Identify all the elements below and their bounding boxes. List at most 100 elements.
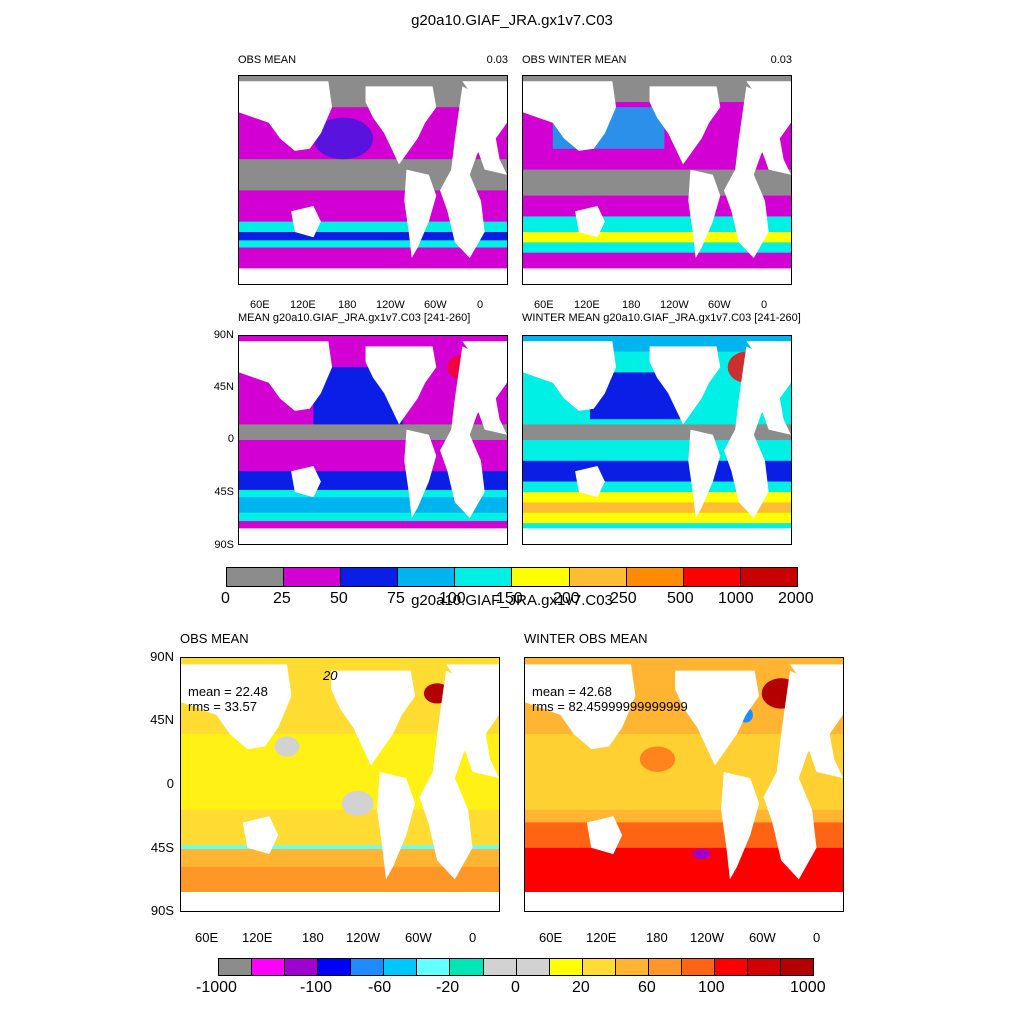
cb1-label: 1000	[718, 590, 754, 607]
colorbar-swatch	[318, 959, 352, 975]
colorbar-swatch	[285, 959, 319, 975]
lon-label: 120W	[690, 930, 724, 945]
cb1-label: 2000	[778, 590, 814, 607]
colorbar1-labels: 0 25 50 75 100 150 200 250 500 1000 2000	[221, 590, 814, 610]
lon-label: 60E	[250, 299, 270, 311]
lon-label: 120E	[586, 930, 617, 945]
panelA-contour-label: 20	[323, 668, 338, 683]
cb2-label: 60	[638, 979, 656, 996]
lon-label: 60W	[708, 299, 731, 311]
colorbar-swatch	[351, 959, 385, 975]
panelB-stats-mean: mean = 42.68	[532, 684, 612, 699]
panel2-right-title: 0.03	[770, 54, 792, 66]
cb1-label: 500	[667, 590, 694, 607]
cb1-label: 25	[273, 590, 291, 607]
cb1-label: 200	[553, 590, 580, 607]
lon-label: 60E	[539, 930, 563, 945]
colorbar-swatch	[714, 959, 748, 975]
lon-label: 180	[622, 299, 641, 311]
colorbar-swatch	[582, 959, 616, 975]
lat-label: 90S	[150, 903, 174, 918]
map-obs-winter-mean	[522, 75, 792, 285]
colorbar-swatch	[455, 568, 513, 586]
lat-label: 45S	[150, 840, 174, 855]
lat-label: 45S	[214, 486, 234, 498]
colorbar2-labels: -1000 -100 -60 -20 0 20 60 100 1000	[196, 979, 826, 1001]
colorbar-swatch	[615, 959, 649, 975]
cb2-label: 1000	[790, 979, 826, 996]
colorbar-swatch	[341, 568, 399, 586]
lon-label: 180	[302, 930, 324, 945]
figure2-title: g20a10.GIAF_JRA.gx1v7.C03	[411, 592, 613, 609]
cb1-label: 150	[496, 590, 523, 607]
cb2-label: 100	[698, 979, 725, 996]
lon-label: 180	[338, 299, 357, 311]
cb2-label: 20	[572, 979, 590, 996]
lon-label: 120W	[660, 299, 689, 311]
lon-label: 60E	[195, 930, 219, 945]
colorbar-swatch	[516, 959, 550, 975]
map-obs-mean	[238, 75, 508, 285]
lon-label: 60W	[405, 930, 432, 945]
colorbar-swatch	[227, 568, 285, 586]
cb1-label: 100	[439, 590, 466, 607]
lat-axis-panel3: 90N 45N 0 45S 90S	[190, 329, 234, 551]
lat-axis-panelA: 90N 45N 0 45S 90S	[128, 649, 174, 918]
figure1-title: g20a10.GIAF_JRA.gx1v7.C03	[411, 12, 613, 29]
colorbar-swatch	[284, 568, 342, 586]
lat-label: 90N	[213, 329, 234, 341]
cb2-label: -20	[436, 979, 460, 996]
lat-label: 90S	[214, 539, 234, 551]
colorbar-figure1	[226, 567, 798, 587]
lon-label: 60W	[749, 930, 776, 945]
cb1-label: 75	[387, 590, 405, 607]
map-model-winter-mean	[522, 335, 792, 545]
lon-label: 0	[477, 299, 484, 311]
lon-label: 60W	[424, 299, 447, 311]
lon-label: 180	[646, 930, 668, 945]
lon-label: 60E	[534, 299, 554, 311]
colorbar-swatch	[417, 959, 451, 975]
lat-label: 90N	[150, 649, 174, 664]
colorbar-swatch	[450, 959, 484, 975]
panelA-stats-mean: mean = 22.48	[188, 684, 268, 699]
colorbar-figure2	[218, 958, 814, 976]
lon-label: 120E	[574, 299, 600, 311]
panelB-stats-rms: rms = 82.45999999999999	[532, 699, 688, 714]
lat-label: 0	[166, 776, 174, 791]
lat-label: 45N	[213, 381, 234, 393]
colorbar-swatch	[748, 959, 782, 975]
colorbar-swatch	[512, 568, 570, 586]
colorbar-swatch	[648, 959, 682, 975]
lon-label: 120E	[242, 930, 273, 945]
lon-label: 0	[469, 930, 477, 945]
cb2-label: -1000	[196, 979, 237, 996]
colorbar-swatch	[384, 959, 418, 975]
colorbar-swatch	[398, 568, 456, 586]
panelB-left-title: WINTER OBS MEAN	[524, 631, 648, 646]
panel4-left-title: WINTER MEAN g20a10.GIAF_JRA.gx1v7.C03 [2…	[522, 312, 801, 324]
panelA-stats-rms: rms = 33.57	[188, 699, 258, 714]
cb1-label: 250	[610, 590, 637, 607]
colorbar-swatch	[681, 959, 715, 975]
cb2-label: -100	[300, 979, 333, 996]
map-obs-mean-diff	[180, 657, 500, 912]
colorbar-swatch	[683, 568, 741, 586]
colorbar-swatch	[781, 959, 814, 975]
lon-label: 120E	[290, 299, 316, 311]
panel3-left-title: MEAN g20a10.GIAF_JRA.gx1v7.C03 [241-260]	[238, 312, 471, 324]
colorbar-swatch	[483, 959, 517, 975]
colorbar-swatch	[626, 568, 684, 586]
panel2-left-title: OBS WINTER MEAN	[522, 54, 627, 66]
panel1-right-title: 0.03	[486, 54, 508, 66]
lon-label: 120W	[376, 299, 405, 311]
lat-label: 45N	[150, 712, 174, 727]
cb2-label: 0	[511, 979, 520, 996]
cb2-label: -60	[368, 979, 392, 996]
lon-label: 0	[813, 930, 821, 945]
cb1-label: 0	[221, 590, 230, 607]
lon-label: 120W	[346, 930, 380, 945]
cb1-label: 50	[330, 590, 348, 607]
panelA-left-title: OBS MEAN	[180, 631, 249, 646]
colorbar-swatch	[219, 959, 253, 975]
